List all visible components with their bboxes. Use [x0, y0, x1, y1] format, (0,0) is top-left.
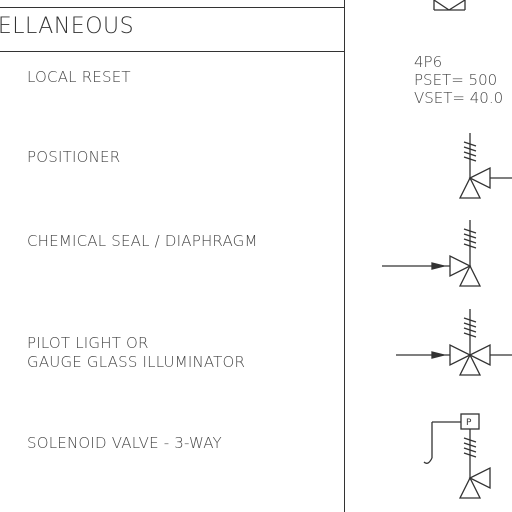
solenoid-valve-symbol: P	[423, 413, 491, 499]
item-label-line-2: GAUGE GLASS ILLUMINATOR	[27, 353, 246, 371]
frame-vertical-divider	[344, 0, 345, 512]
positioner-valve-symbol	[458, 133, 512, 199]
item-local-reset: LOCAL RESET	[27, 68, 131, 87]
item-chemical-seal: CHEMICAL SEAL / DIAPHRAGM	[27, 232, 258, 251]
note-pset: PSET= 500	[414, 71, 498, 89]
item-solenoid-valve: SOLENOID VALVE - 3-WAY	[27, 434, 222, 453]
item-label: SOLENOID VALVE - 3-WAY	[27, 434, 222, 452]
item-label: CHEMICAL SEAL / DIAPHRAGM	[27, 232, 258, 250]
top-diamond-symbol	[433, 0, 466, 11]
item-label: POSITIONER	[27, 148, 121, 166]
note-tag: 4P6	[414, 53, 443, 71]
solenoid-box-letter: P	[466, 418, 472, 428]
item-label: LOCAL RESET	[27, 68, 131, 86]
item-pilot-light: PILOT LIGHT OR GAUGE GLASS ILLUMINATOR	[27, 334, 245, 372]
item-label-line-1: PILOT LIGHT OR	[27, 334, 149, 352]
frame-top-line	[0, 7, 345, 8]
note-vset: VSET= 40.0	[414, 89, 504, 107]
pilot-light-symbol	[396, 309, 512, 376]
chemical-seal-symbol	[382, 220, 482, 287]
section-header: CELLANEOUS	[0, 14, 135, 39]
setpoint-note: 4P6 PSET= 500 VSET= 40.0	[414, 53, 503, 107]
item-positioner: POSITIONER	[27, 148, 120, 167]
frame-header-divider	[0, 51, 345, 52]
